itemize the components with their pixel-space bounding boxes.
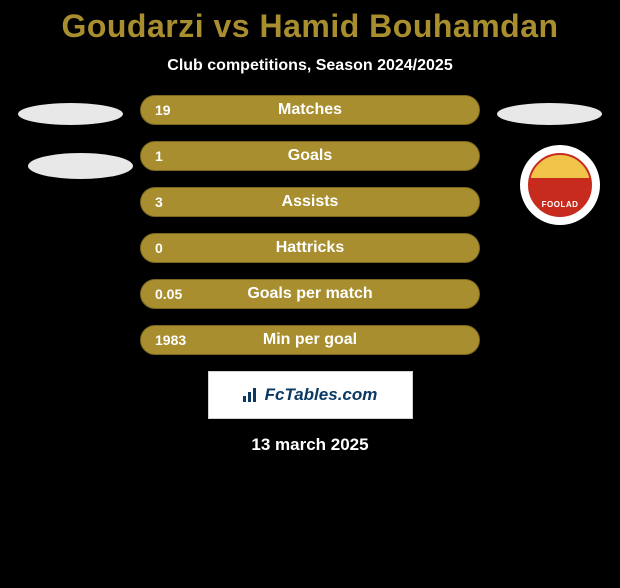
stat-label: Matches: [195, 101, 479, 119]
watermark-text: FcTables.com: [265, 385, 378, 405]
player-left-club-placeholder: [28, 153, 133, 179]
stat-value-left: 0: [155, 240, 195, 256]
club-crest-circle: FOOLAD: [520, 145, 600, 225]
stat-bar-goals-per-match: 0.05 Goals per match: [140, 279, 480, 309]
stat-value-left: 1983: [155, 332, 195, 348]
stat-label: Hattricks: [195, 239, 479, 257]
stat-value-left: 0.05: [155, 286, 195, 302]
watermark-box: FcTables.com: [208, 371, 413, 419]
stat-label: Assists: [195, 193, 479, 211]
stat-bar-matches: 19 Matches: [140, 95, 480, 125]
bar-chart-icon: [243, 388, 261, 402]
stat-bar-min-per-goal: 1983 Min per goal: [140, 325, 480, 355]
club-crest: FOOLAD: [520, 145, 600, 225]
stat-label: Min per goal: [195, 331, 479, 349]
subtitle: Club competitions, Season 2024/2025: [10, 57, 610, 75]
stat-label: Goals: [195, 147, 479, 165]
infographic-container: Goudarzi vs Hamid Bouhamdan Club competi…: [0, 8, 620, 455]
player-left-avatar-placeholder: [18, 103, 123, 125]
page-title: Goudarzi vs Hamid Bouhamdan: [10, 8, 610, 45]
stat-value-left: 19: [155, 102, 195, 118]
stat-label: Goals per match: [195, 285, 479, 303]
stat-bar-hattricks: 0 Hattricks: [140, 233, 480, 263]
stat-value-left: 3: [155, 194, 195, 210]
date-label: 13 march 2025: [10, 435, 610, 455]
club-crest-label: FOOLAD: [520, 200, 600, 209]
player-right-avatar-placeholder: [497, 103, 602, 125]
stat-value-left: 1: [155, 148, 195, 164]
stats-area: FOOLAD 19 Matches 1 Goals 3 Assists 0 Ha…: [10, 95, 610, 455]
stat-bar-goals: 1 Goals: [140, 141, 480, 171]
stat-bar-assists: 3 Assists: [140, 187, 480, 217]
